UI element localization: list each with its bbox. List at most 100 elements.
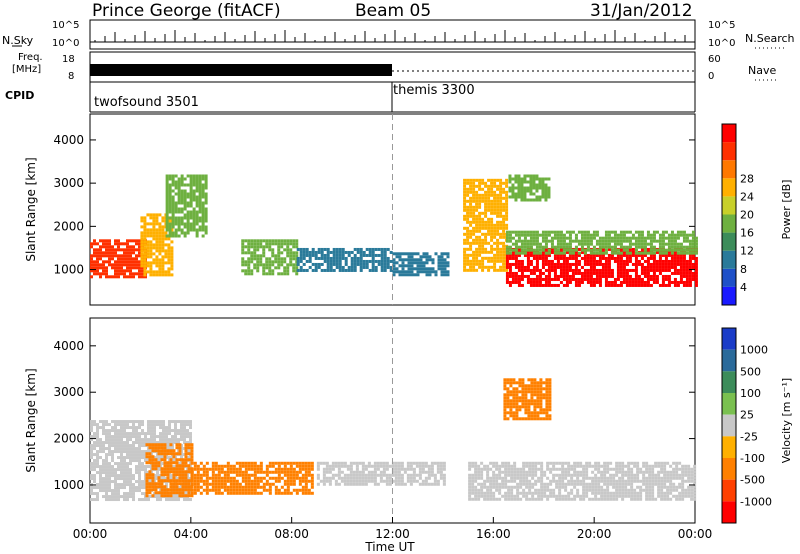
heatmap-cell <box>670 256 674 260</box>
heatmap-cell <box>280 251 284 255</box>
heatmap-cell <box>415 473 419 477</box>
heatmap-cell <box>517 236 521 240</box>
heatmap-cell <box>126 269 129 273</box>
heatmap-cell <box>170 246 174 250</box>
heatmap-cell <box>594 485 598 489</box>
heatmap-cell <box>616 253 620 257</box>
heatmap-cell <box>469 196 473 200</box>
heatmap-cell <box>129 489 132 493</box>
heatmap-cell <box>161 228 165 232</box>
heatmap-cell <box>184 449 188 453</box>
heatmap-cell <box>538 180 542 184</box>
heatmap-cell <box>490 211 494 215</box>
heatmap-cell <box>595 259 599 263</box>
heatmap-cell <box>153 474 156 478</box>
heatmap-cell <box>505 259 509 263</box>
heatmap-cell <box>195 180 199 184</box>
heatmap-cell <box>679 259 683 263</box>
heatmap-cell <box>238 470 242 474</box>
heatmap-cell <box>633 473 637 477</box>
heatmap-cell <box>271 476 275 480</box>
heatmap-cell <box>126 251 129 255</box>
heatmap-cell <box>559 280 563 284</box>
heatmap-cell <box>193 464 197 468</box>
heatmap-cell <box>90 486 93 490</box>
heatmap-cell <box>618 470 622 474</box>
heatmap-cell <box>673 280 677 284</box>
heatmap-cell <box>616 274 620 278</box>
heatmap-cell <box>171 189 175 193</box>
heatmap-cell <box>120 459 123 463</box>
heatmap-cell <box>562 262 566 266</box>
heatmap-cell <box>268 263 272 267</box>
heatmap-cell <box>490 190 494 194</box>
heatmap-cell <box>639 497 643 501</box>
heatmap-cell <box>475 241 479 245</box>
heatmap-cell <box>478 223 482 227</box>
heatmap-cell <box>117 450 120 454</box>
heatmap-cell <box>178 443 182 447</box>
heatmap-cell <box>344 262 348 266</box>
heatmap-cell <box>379 473 383 477</box>
heatmap-cell <box>583 248 587 252</box>
heatmap-cell <box>355 479 359 483</box>
heatmap-cell <box>591 470 595 474</box>
heatmap-cell <box>547 248 551 252</box>
heatmap-cell <box>299 265 303 269</box>
heatmap-cell <box>171 459 174 463</box>
heatmap-cell <box>559 274 563 278</box>
heatmap-cell <box>547 274 551 278</box>
heatmap-cell <box>670 245 674 249</box>
heatmap-cell <box>517 280 521 284</box>
heatmap-cell <box>286 269 290 273</box>
heatmap-cell <box>670 271 674 275</box>
heatmap-cell <box>544 262 548 266</box>
heatmap-cell <box>140 258 144 262</box>
heatmap-cell <box>256 485 260 489</box>
heatmap-cell <box>163 458 167 462</box>
heatmap-cell <box>678 461 682 465</box>
heatmap-cell <box>331 464 335 468</box>
heatmap-cell <box>108 248 111 252</box>
heatmap-cell <box>528 470 532 474</box>
heatmap-cell <box>256 269 260 273</box>
heatmap-cell <box>120 450 123 454</box>
heatmap-cell <box>469 202 473 206</box>
heatmap-cell <box>93 269 96 273</box>
heatmap-cell <box>532 183 536 187</box>
heatmap-cell <box>150 441 153 445</box>
heatmap-cell <box>493 253 497 257</box>
heatmap-cell <box>140 264 144 268</box>
heatmap-cell <box>523 268 527 272</box>
heatmap-cell <box>144 468 147 472</box>
heatmap-cell <box>370 470 374 474</box>
heatmap-cell <box>664 277 668 281</box>
heatmap-cell <box>111 420 114 424</box>
heatmap-cell <box>401 264 405 268</box>
heatmap-cell <box>108 453 111 457</box>
heatmap-cell <box>338 247 342 251</box>
heatmap-cell <box>589 271 593 275</box>
heatmap-cell <box>437 267 441 271</box>
heatmap-cell <box>466 256 470 260</box>
heatmap-cell <box>588 497 592 501</box>
heatmap-cell <box>180 195 184 199</box>
heatmap-cell <box>90 245 93 249</box>
heatmap-cell <box>296 247 300 251</box>
heatmap-cell <box>105 468 108 472</box>
heatmap-cell <box>475 199 479 203</box>
heatmap-cell <box>487 223 491 227</box>
heatmap-cell <box>151 461 155 465</box>
heatmap-cell <box>544 189 548 193</box>
heatmap-cell <box>645 497 649 501</box>
heatmap-cell <box>358 473 362 477</box>
heatmap-cell <box>640 251 644 255</box>
heatmap-cell <box>247 461 251 465</box>
heatmap-cell <box>604 262 608 266</box>
heatmap-cell <box>595 280 599 284</box>
heatmap-cell <box>147 498 150 502</box>
heatmap-cell <box>619 247 623 251</box>
heatmap-cell <box>510 473 514 477</box>
heatmap-cell <box>592 265 596 269</box>
heatmap-cell <box>141 266 144 270</box>
